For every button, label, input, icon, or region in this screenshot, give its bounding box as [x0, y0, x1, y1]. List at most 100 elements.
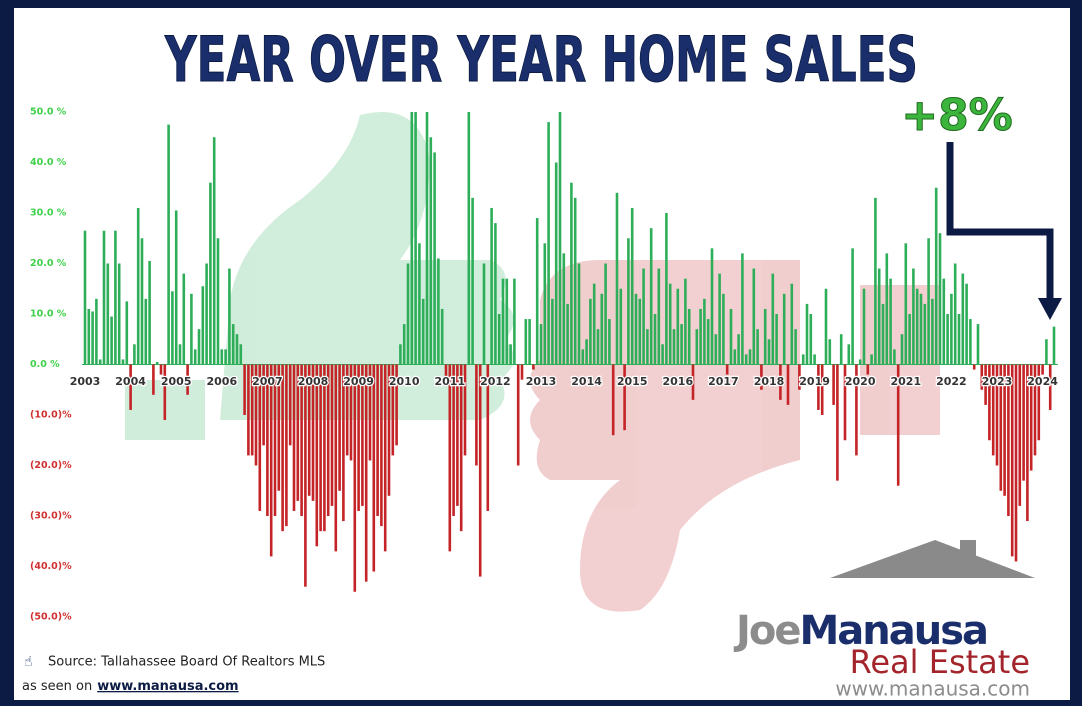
bar — [604, 263, 607, 365]
bar — [809, 314, 813, 365]
bar — [653, 314, 657, 365]
bar — [912, 268, 915, 365]
bar — [421, 298, 425, 365]
bar — [1018, 364, 1022, 506]
y-tick-label: 10.0 % — [30, 309, 67, 320]
bar — [235, 334, 239, 365]
bar — [684, 278, 687, 365]
x-tick-label: 2009 — [343, 375, 374, 388]
bar — [266, 364, 269, 516]
bar — [277, 364, 281, 491]
bar — [190, 293, 193, 365]
bar — [798, 364, 801, 390]
bar — [315, 364, 319, 547]
bar — [448, 364, 452, 552]
bar — [1041, 364, 1044, 375]
bar — [296, 364, 300, 501]
bar — [923, 303, 927, 365]
bar — [623, 364, 626, 431]
bar — [615, 192, 619, 365]
bar — [638, 298, 642, 365]
bar — [288, 364, 292, 446]
bar — [836, 364, 839, 481]
bar — [794, 329, 797, 365]
bar — [353, 364, 357, 592]
y-tick-label: (30.0)% — [30, 511, 72, 522]
y-tick-label: 20.0 % — [30, 258, 67, 269]
bar — [592, 283, 596, 365]
bar — [710, 248, 714, 365]
bar — [471, 197, 474, 365]
logo-first: Joe — [733, 608, 800, 654]
bar — [311, 364, 315, 501]
bar — [649, 228, 653, 365]
x-tick-label: 2008 — [298, 375, 329, 388]
bar — [281, 364, 284, 532]
x-tick-label: 2011 — [434, 375, 465, 388]
bar — [630, 207, 634, 365]
x-tick-label: 2016 — [662, 375, 693, 388]
bar — [475, 364, 478, 466]
bar — [874, 197, 877, 365]
x-tick-label: 2012 — [480, 375, 511, 388]
bar — [444, 364, 448, 380]
bar — [706, 319, 710, 365]
bar — [425, 112, 429, 365]
bar — [748, 349, 752, 365]
plot: 50.0 % 40.0 % 30.0 % 20.0 % 10.0 % 0.0 % (10.0… — [30, 107, 1059, 623]
bar — [896, 364, 900, 486]
bar — [733, 349, 737, 365]
bar — [1010, 364, 1014, 557]
bar — [482, 263, 486, 365]
bar — [140, 238, 144, 365]
bar — [824, 288, 828, 365]
bar — [501, 278, 505, 365]
bar — [342, 364, 345, 522]
bar — [144, 298, 148, 365]
bar — [1014, 364, 1018, 562]
bar — [110, 316, 113, 365]
bar — [216, 238, 220, 365]
bar — [600, 293, 604, 365]
bar — [376, 364, 379, 516]
bar — [182, 273, 186, 365]
bar — [372, 364, 376, 572]
bar — [437, 258, 440, 365]
bar — [136, 207, 140, 365]
bar — [1052, 326, 1056, 365]
bar — [737, 334, 740, 365]
bar — [524, 319, 528, 365]
bar — [946, 314, 949, 365]
bar — [250, 364, 254, 456]
bar — [942, 278, 946, 365]
bar — [862, 288, 866, 365]
bar — [775, 314, 778, 365]
bar — [786, 364, 790, 405]
bar — [729, 308, 733, 365]
bar — [752, 268, 756, 365]
bar — [763, 308, 767, 365]
bar — [535, 218, 539, 365]
y-tick-label: 40.0 % — [30, 157, 67, 168]
bar — [934, 187, 938, 365]
bar — [334, 364, 338, 552]
bar — [433, 152, 436, 365]
bar — [771, 273, 775, 365]
bar — [220, 349, 224, 365]
bar — [349, 364, 353, 461]
bar — [467, 112, 471, 365]
bar — [125, 301, 129, 365]
bar — [148, 260, 151, 365]
bar — [995, 364, 999, 466]
bar — [224, 349, 227, 365]
bar — [402, 324, 406, 365]
bar — [877, 268, 881, 365]
bar — [988, 364, 991, 441]
bar — [1022, 364, 1025, 481]
bar — [680, 324, 683, 365]
bar — [539, 324, 543, 365]
bar — [718, 273, 721, 365]
bar — [102, 230, 106, 365]
bar — [345, 364, 349, 456]
bar — [820, 364, 824, 415]
